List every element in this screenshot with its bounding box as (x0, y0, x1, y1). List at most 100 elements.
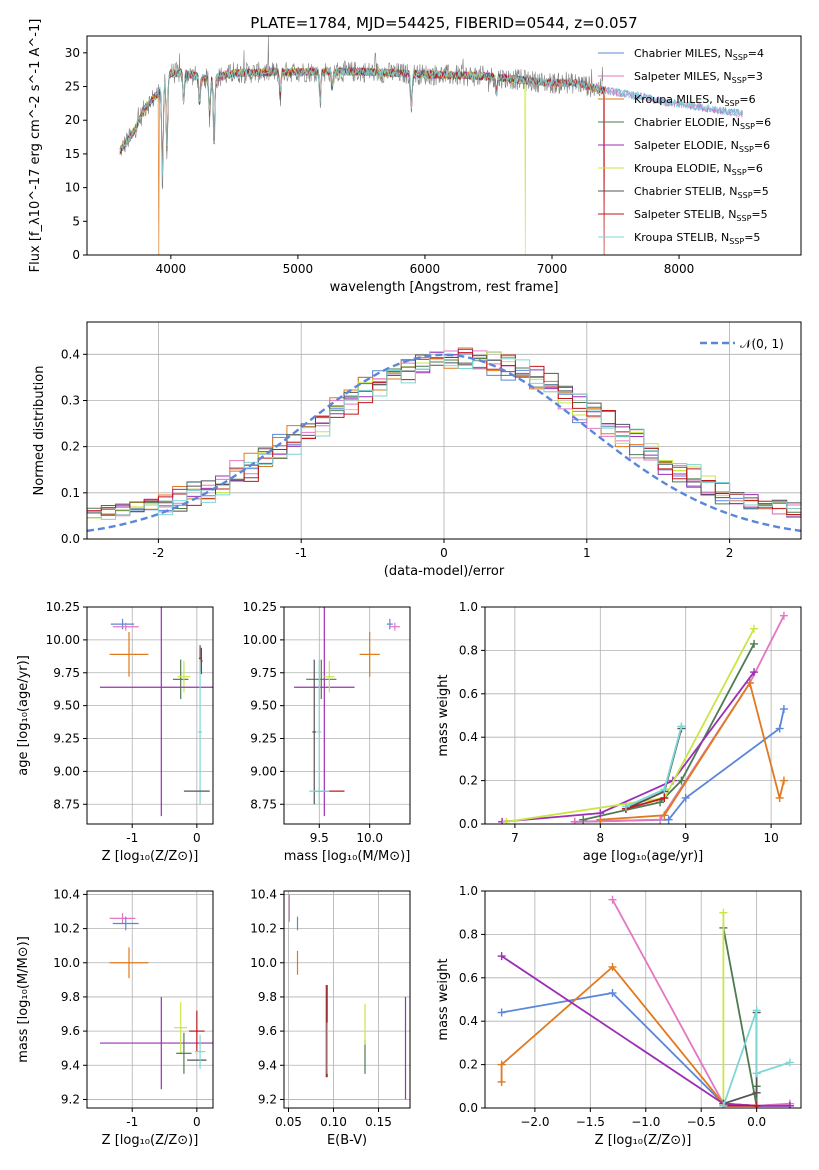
weight-line (500, 965, 757, 1107)
model-spectrum-salpeter_elodie (119, 66, 527, 173)
y-tick-label: 9.6 (61, 1024, 80, 1038)
y-axis-label: age [log₁₀(age/yr)] (16, 655, 31, 776)
x-tick-label: 0 (193, 831, 201, 845)
y-axis-label: Normed distribution (32, 366, 47, 496)
x-axis-label: (data-model)/error (384, 564, 505, 579)
weight-line (625, 797, 665, 810)
y-tick-label: 15 (65, 147, 80, 161)
model-spectrum-salpeter_stelib (119, 66, 606, 255)
x-tick-label: 8000 (664, 262, 695, 276)
y-axis-label: mass [log₁₀(M/M⊙)] (16, 936, 31, 1063)
plot-area (99, 607, 213, 817)
y-tick-label: 9.4 (61, 1058, 80, 1072)
x-axis-label: Z [log₁₀(Z/Z⊙)] (102, 849, 199, 864)
x-tick-label: 8 (596, 831, 604, 845)
x-tick-label: -2 (152, 546, 164, 560)
legend-entry: Kroupa MILES, NSSP=6 (634, 93, 756, 108)
y-tick-label: 10.25 (46, 600, 80, 614)
legend-entry: Salpeter MILES, NSSP=3 (634, 70, 763, 85)
y-tick-label: 9.75 (53, 666, 80, 680)
x-tick-label: 5000 (283, 262, 314, 276)
x-tick-label: 10.0 (356, 831, 383, 845)
panel-age-vs-mass: 9.5 10.0 8.75 9.00 9.25 9.50 9.75 10.00 10.25 mas… (243, 600, 411, 864)
errorbar-point (112, 916, 139, 931)
errorbar-point (176, 1032, 192, 1074)
errorbar-point (294, 607, 355, 817)
errorbar-point (99, 607, 213, 817)
x-tick-label: −0.5 (687, 1115, 716, 1129)
x-tick-label: 9.5 (310, 831, 329, 845)
y-tick-label: 10.25 (243, 600, 277, 614)
y-tick-label: 0.4 (459, 1014, 478, 1028)
panel-residuals: -2 -1 0 1 2 0.0 0.1 0.2 0.3 0.4 (data-model)/error… (32, 321, 802, 579)
weight-line (722, 927, 758, 1106)
y-tick-label: 20 (65, 113, 80, 127)
y-tick-label: 0.6 (459, 687, 478, 701)
y-tick-label: 0.0 (459, 817, 478, 831)
y-tick-label: 9.75 (250, 666, 277, 680)
residuals-legend: 𝒩(0, 1) (700, 337, 784, 351)
weight-line (600, 680, 785, 821)
errorbar-point (324, 660, 335, 693)
axes-frame (484, 890, 802, 1109)
axes-frame (283, 606, 411, 825)
legend-entry: Kroupa STELIB, NSSP=5 (634, 231, 760, 246)
y-tick-label: 10.00 (243, 633, 277, 647)
errorbar-point (306, 659, 337, 700)
x-tick-label: -1 (295, 546, 307, 560)
axes-frame (283, 890, 411, 1109)
axes-frame (484, 606, 802, 825)
x-tick-label: -1 (126, 831, 138, 845)
x-tick-label: 0.15 (365, 1115, 392, 1129)
plot-area (99, 913, 213, 1090)
errorbar-point (359, 631, 380, 677)
weight-series-salpeter_elodie (498, 668, 759, 824)
errorbar-point (99, 996, 213, 1090)
y-tick-label: 9.2 (61, 1092, 80, 1106)
y-tick-label: 0.1 (61, 486, 80, 500)
y-tick-label: 10.0 (53, 956, 80, 970)
y-tick-label: 9.4 (258, 1058, 277, 1072)
errorbar-point (194, 1034, 206, 1069)
panel-mass-vs-ebv: 0.05 0.10 0.15 9.2 9.4 9.6 9.8 10.0 10.2 10.4 E(B-… (250, 887, 411, 1148)
panel-spectrum: 4000 5000 6000 7000 8000 0 5 10 15 20 25 30 waveleng… (28, 19, 802, 295)
legend-entry: Salpeter STELIB, NSSP=5 (634, 208, 768, 223)
x-tick-label: 0.05 (275, 1115, 302, 1129)
panel-weight-vs-age: 7 8 9 10 0.0 0.2 0.4 0.6 0.8 1.0 age [log₁₀(age/yr… (436, 600, 802, 864)
y-tick-label: 10.00 (46, 633, 80, 647)
legend-entry: Kroupa ELODIE, NSSP=6 (634, 162, 763, 177)
y-tick-label: 0.0 (459, 1101, 478, 1115)
weight-series-kroupa_stelib (719, 1006, 794, 1108)
y-tick-label: 10.2 (250, 922, 277, 936)
errorbar-point (312, 659, 317, 805)
weight-series-kroupa_elodie (502, 624, 759, 824)
errorbar-point (198, 659, 203, 805)
x-tick-label: 0.0 (747, 1115, 766, 1129)
y-axis-label: mass weight (436, 958, 451, 1040)
model-spectrum-kroupa_elodie (119, 66, 527, 255)
x-tick-label: 0.10 (320, 1115, 347, 1129)
legend-entry: 𝒩(0, 1) (740, 337, 784, 351)
y-tick-label: 5 (72, 214, 80, 228)
x-tick-label: -1 (126, 1115, 138, 1129)
legend-entry: Chabrier STELIB, NSSP=5 (634, 185, 769, 200)
weight-series-kroupa_miles (497, 962, 761, 1108)
x-axis-label: Z [log₁₀(Z/Z⊙)] (102, 1133, 199, 1148)
y-tick-label: 9.25 (250, 732, 277, 746)
model-spectrum-kroupa_stelib (119, 66, 743, 175)
y-tick-label: 25 (65, 80, 80, 94)
y-tick-label: 0.3 (61, 393, 80, 407)
x-tick-label: 0 (440, 546, 448, 560)
errorbar-point (189, 1010, 205, 1052)
y-tick-label: 0.4 (459, 730, 478, 744)
errorbar-point (110, 618, 135, 630)
x-axis-label: wavelength [Angstrom, rest frame] (330, 280, 559, 295)
weight-line (625, 726, 683, 808)
y-tick-label: 9.25 (53, 732, 80, 746)
panel-age-vs-Z: -1 0 8.75 9.00 9.25 9.50 9.75 10.00 10.25 Z [log₁… (16, 600, 214, 864)
model-spectrum-chabrier_elodie (119, 66, 527, 173)
errorbar-point (386, 618, 393, 630)
weight-series-kroupa_stelib (621, 722, 686, 811)
